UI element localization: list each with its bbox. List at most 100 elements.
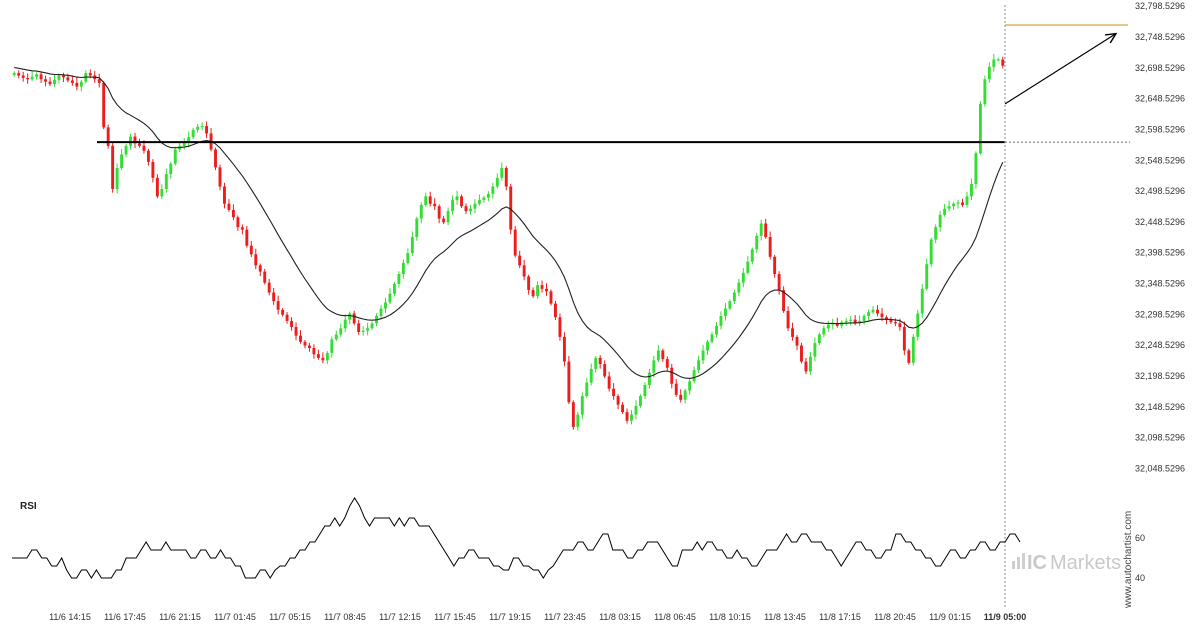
candle-body (911, 336, 915, 363)
candle-body (522, 265, 526, 277)
rsi-tick-label: 60 (1135, 533, 1145, 543)
candle-body (625, 412, 629, 421)
candle-body (679, 394, 683, 400)
candle-body (987, 66, 991, 80)
candle-body (831, 323, 835, 325)
candle-body (79, 81, 83, 87)
candle-body (379, 308, 383, 316)
candle-body (513, 229, 517, 256)
icmarkets-logo: IC Markets (1012, 552, 1121, 574)
candle-body (961, 202, 964, 205)
price-tick-label: 32,348.5296 (1135, 279, 1185, 289)
candle-body (826, 324, 830, 329)
candle-body (585, 382, 589, 397)
candle-body (670, 367, 674, 384)
candle-body (469, 208, 472, 212)
candle-body (755, 235, 759, 250)
candle-body (808, 356, 812, 372)
candle-body (357, 323, 361, 332)
candle-body (285, 314, 289, 321)
candle-body (218, 167, 222, 187)
candle-body (330, 339, 334, 353)
candle-body (889, 319, 893, 323)
candle-body (173, 149, 177, 164)
candle-body (223, 186, 226, 204)
price-tick-label: 32,398.5296 (1135, 248, 1185, 258)
candle-body (880, 313, 884, 318)
price-tick-label: 32,048.5296 (1135, 464, 1185, 474)
candle-body (97, 79, 101, 83)
candle-body (974, 153, 978, 185)
brand-prefix: IC (1027, 552, 1047, 574)
candle-body (567, 361, 571, 403)
price-tick-label: 32,248.5296 (1135, 340, 1185, 350)
forecast-arrow-shaft (1004, 33, 1117, 105)
candle-body (200, 126, 204, 128)
candle-body (61, 75, 65, 78)
candle-body (276, 301, 280, 310)
time-tick-label: 11/7 05:15 (269, 612, 311, 622)
candle-body (545, 288, 548, 292)
candle-body (12, 73, 16, 75)
candle-body (978, 103, 982, 154)
autochartist-watermark: www.autochartist.com (1123, 511, 1134, 609)
candle-body (741, 272, 745, 283)
candle-body (106, 127, 110, 146)
candle-body (692, 370, 696, 382)
candle-body (759, 223, 763, 236)
candle-body (907, 350, 911, 363)
candle-body (898, 323, 902, 328)
candle-body (102, 82, 106, 128)
candle-body (943, 208, 947, 215)
candle-body (442, 218, 446, 223)
candle-body (737, 282, 741, 293)
candle-body (527, 276, 531, 291)
price-tick-label: 32,298.5296 (1135, 309, 1185, 319)
candle-body (446, 211, 450, 223)
price-tick-label: 32,498.5296 (1135, 186, 1185, 196)
forecast-arrow-head (1105, 32, 1118, 44)
icmarkets-bars-icon (1012, 553, 1025, 569)
candle-body (844, 320, 848, 323)
time-axis: 11/6 14:15 11/6 17:45 11/6 21:15 11/7 01:45… (49, 612, 1026, 622)
price-axis: 32,798.5296 32,748.5296 32,698.5296 32,648.… (1135, 1, 1185, 473)
candle-body (424, 196, 428, 205)
candle-body (214, 149, 217, 168)
candle-body (53, 79, 56, 85)
candle-body (996, 59, 1000, 61)
candle-body (138, 143, 141, 146)
candle-body (155, 177, 159, 197)
candle-body (236, 217, 240, 228)
time-tick-label: 11/7 15:45 (434, 612, 476, 622)
forecast-arrow (1004, 32, 1118, 105)
candle-body (715, 325, 718, 335)
candle-body (410, 237, 414, 254)
candle-body (947, 206, 951, 209)
candle-body (240, 227, 244, 230)
candle-body (822, 328, 826, 335)
candle-body (120, 154, 124, 169)
candle-body (191, 129, 195, 138)
candle-body (849, 319, 853, 321)
candle-body (267, 282, 271, 293)
candle-body (339, 328, 343, 335)
time-tick-label: 11/7 23:45 (544, 612, 586, 622)
candle-body (549, 291, 553, 304)
candle-body (428, 196, 432, 204)
candle-body (782, 290, 786, 312)
candle-body (419, 204, 423, 219)
candle-body (460, 196, 463, 207)
candle-body (39, 74, 43, 80)
candle-body (303, 341, 307, 346)
price-tick-label: 32,748.5296 (1135, 32, 1185, 42)
candle-body (133, 136, 137, 144)
price-tick-label: 32,798.5296 (1135, 1, 1185, 11)
candle-body (160, 188, 164, 197)
candle-body (804, 361, 808, 372)
candle-body (835, 323, 839, 326)
candle-body (44, 79, 48, 82)
candle-body (124, 145, 128, 155)
candle-body (75, 82, 79, 87)
candle-body (791, 328, 794, 337)
